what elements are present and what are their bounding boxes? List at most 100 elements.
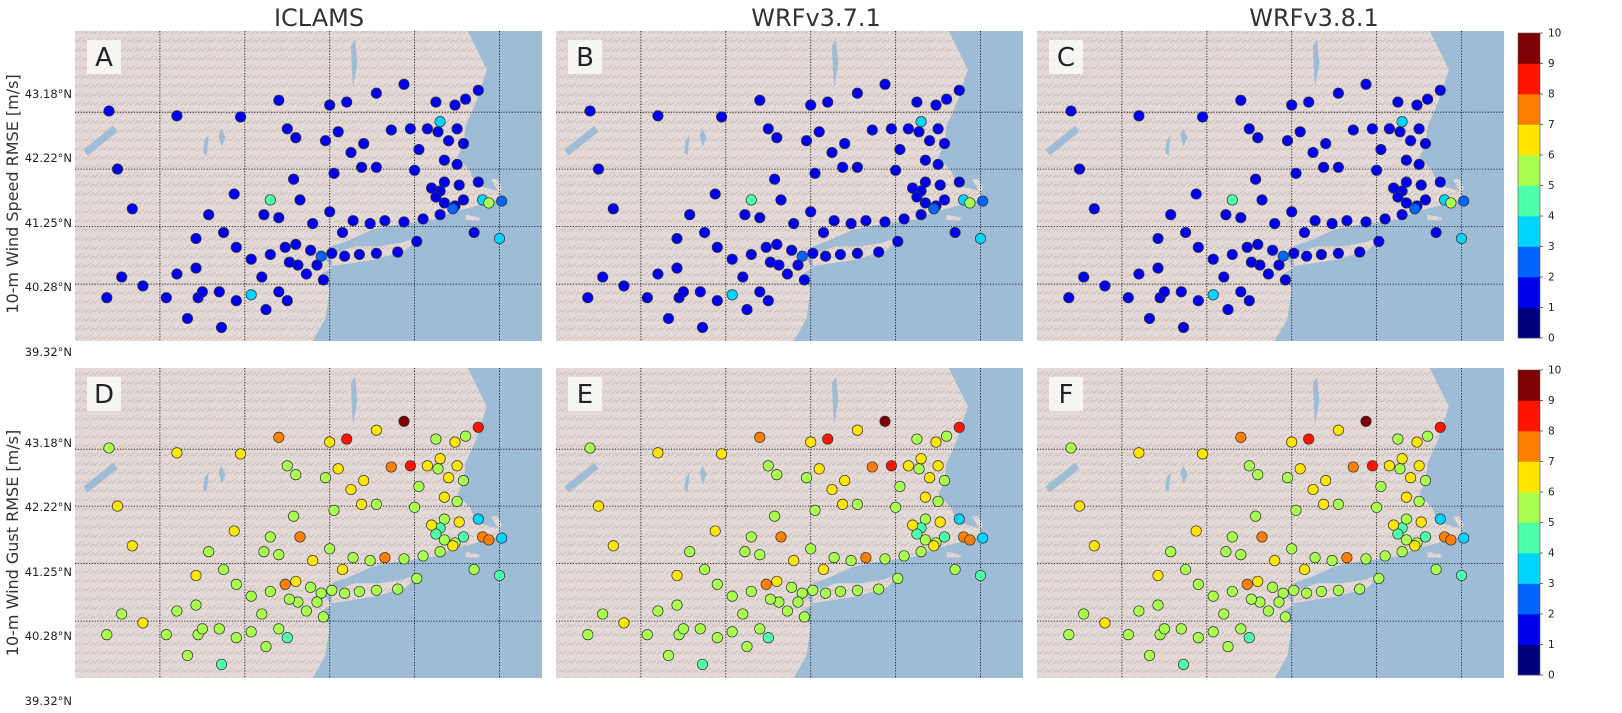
- lake: [203, 134, 209, 156]
- station-marker: [460, 430, 472, 442]
- station-marker: [1207, 289, 1219, 301]
- station-marker: [1152, 262, 1164, 274]
- station-marker: [1332, 87, 1344, 99]
- colorbar-tick-label: 5: [1548, 517, 1555, 529]
- station-marker: [1400, 197, 1412, 209]
- station-marker: [1288, 247, 1300, 259]
- station-marker: [1394, 126, 1406, 138]
- station-marker: [218, 226, 230, 239]
- panel-letter: B: [576, 43, 594, 73]
- station-marker: [398, 78, 410, 90]
- station-marker: [438, 513, 450, 525]
- station-marker: [1152, 569, 1164, 582]
- panel-letter-box: [87, 377, 121, 411]
- station-marker: [919, 534, 931, 546]
- cape-cod: [952, 516, 983, 537]
- station-marker: [432, 126, 444, 138]
- station-marker: [430, 528, 442, 540]
- station-marker: [696, 658, 709, 670]
- station-marker: [902, 123, 914, 135]
- colorbar-segment: [1518, 431, 1540, 462]
- station-marker: [315, 250, 327, 262]
- station-marker: [496, 195, 508, 207]
- station-marker: [264, 248, 276, 261]
- station-marker: [392, 583, 404, 595]
- station-marker: [894, 143, 906, 156]
- row-label-speed: 10-m Wind Speed RMSE [m/s]: [3, 74, 22, 313]
- station-marker: [911, 433, 923, 445]
- station-marker: [438, 176, 450, 188]
- colorbar-tick-label: 7: [1548, 456, 1555, 468]
- station-marker: [1192, 632, 1204, 644]
- station-marker: [1267, 244, 1279, 256]
- station-marker: [398, 415, 410, 427]
- station-marker: [1360, 415, 1372, 427]
- station-marker: [826, 483, 838, 496]
- station-marker: [837, 498, 849, 510]
- station-marker: [1252, 132, 1264, 144]
- station-marker: [1222, 641, 1234, 653]
- station-marker: [472, 176, 484, 188]
- station-marker: [160, 629, 172, 641]
- station-marker: [807, 584, 819, 596]
- station-marker: [1411, 99, 1423, 111]
- station-marker: [1396, 209, 1408, 221]
- island: [1427, 214, 1443, 221]
- station-marker: [1298, 226, 1311, 239]
- station-marker: [694, 286, 706, 298]
- station-marker: [245, 626, 257, 638]
- station-marker: [307, 555, 319, 567]
- station-marker: [805, 99, 817, 111]
- land-mass: [75, 31, 502, 341]
- station-marker: [290, 575, 302, 587]
- station-marker: [457, 194, 470, 206]
- station-marker: [1197, 448, 1209, 460]
- station-marker: [837, 161, 849, 173]
- station-marker: [1286, 206, 1298, 218]
- colorbar-speed: 0 1 2 3 4 5 6 7 8 9 10: [1517, 28, 1561, 345]
- station-marker: [483, 534, 495, 546]
- station-marker: [1269, 218, 1281, 230]
- station-marker: [385, 124, 397, 136]
- station-marker: [432, 463, 444, 475]
- lake: [1045, 462, 1080, 493]
- station-marker: [1190, 525, 1202, 537]
- station-marker: [822, 96, 834, 108]
- station-marker: [203, 546, 215, 558]
- station-marker: [1267, 581, 1279, 593]
- station-marker: [1207, 626, 1219, 638]
- station-marker: [137, 280, 149, 292]
- station-marker: [245, 289, 257, 301]
- station-marker: [1073, 163, 1086, 175]
- station-marker: [137, 617, 149, 629]
- station-marker: [618, 280, 630, 292]
- station-marker: [288, 510, 300, 522]
- colorbar-segment: [1518, 277, 1540, 308]
- station-marker: [332, 126, 344, 138]
- lat-tick: 40.28°N: [25, 280, 72, 294]
- station-marker: [711, 578, 723, 590]
- station-marker: [317, 611, 329, 623]
- station-marker: [451, 460, 463, 472]
- lat-tick: 41.25°N: [25, 216, 72, 230]
- station-marker: [1133, 268, 1145, 280]
- station-marker: [1400, 154, 1412, 166]
- station-marker: [370, 161, 382, 173]
- colorbar-tick-label: 8: [1548, 89, 1555, 101]
- station-marker: [451, 123, 463, 135]
- lat-tick: 39.32°N: [25, 345, 72, 359]
- station-marker: [324, 99, 336, 111]
- lat-tick: 39.32°N: [25, 694, 72, 708]
- station-marker: [300, 605, 312, 617]
- station-marker: [745, 585, 757, 598]
- station-marker: [1190, 188, 1202, 200]
- station-marker: [662, 312, 675, 325]
- station-marker: [273, 623, 285, 635]
- station-marker: [264, 194, 276, 206]
- station-marker: [1392, 96, 1404, 108]
- station-marker: [1197, 111, 1209, 123]
- station-marker: [618, 617, 630, 629]
- colorbar-segment: [1518, 492, 1540, 523]
- station-marker: [786, 244, 798, 256]
- station-marker: [294, 531, 306, 543]
